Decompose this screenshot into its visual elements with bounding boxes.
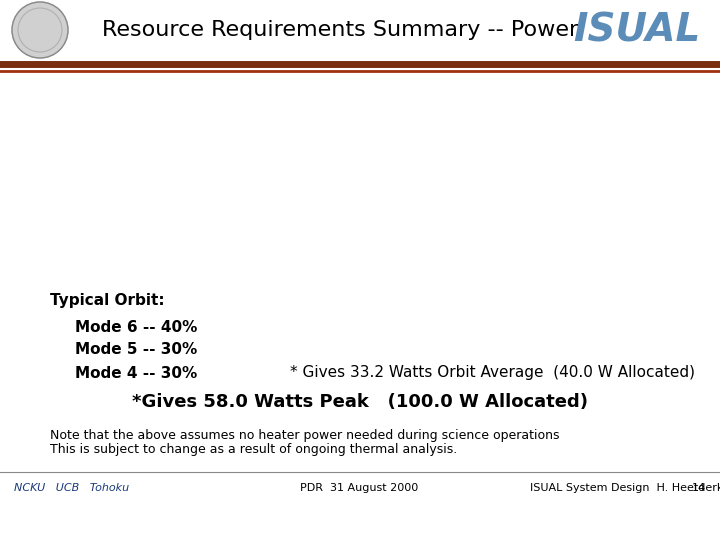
Text: ISUAL System Design  H. Heetderks: ISUAL System Design H. Heetderks — [530, 483, 720, 493]
Text: Note that the above assumes no heater power needed during science operations: Note that the above assumes no heater po… — [50, 429, 559, 442]
Text: Mode 5 -- 30%: Mode 5 -- 30% — [75, 342, 197, 357]
Text: Mode 4 -- 30%: Mode 4 -- 30% — [75, 366, 197, 381]
Text: NCKU   UCB   Tohoku: NCKU UCB Tohoku — [14, 483, 129, 493]
Text: * Gives 33.2 Watts Orbit Average  (40.0 W Allocated): * Gives 33.2 Watts Orbit Average (40.0 W… — [290, 366, 695, 381]
Text: This is subject to change as a result of ongoing thermal analysis.: This is subject to change as a result of… — [50, 443, 457, 456]
Text: Resource Requirements Summary -- Power: Resource Requirements Summary -- Power — [102, 20, 578, 40]
Text: *Gives 58.0 Watts Peak   (100.0 W Allocated): *Gives 58.0 Watts Peak (100.0 W Allocate… — [132, 393, 588, 411]
Text: PDR  31 August 2000: PDR 31 August 2000 — [300, 483, 418, 493]
Text: Mode 6 -- 40%: Mode 6 -- 40% — [75, 320, 197, 334]
Text: Typical Orbit:: Typical Orbit: — [50, 293, 165, 307]
Text: ISUAL: ISUAL — [572, 11, 700, 49]
Text: 14: 14 — [692, 483, 706, 493]
Circle shape — [12, 2, 68, 58]
